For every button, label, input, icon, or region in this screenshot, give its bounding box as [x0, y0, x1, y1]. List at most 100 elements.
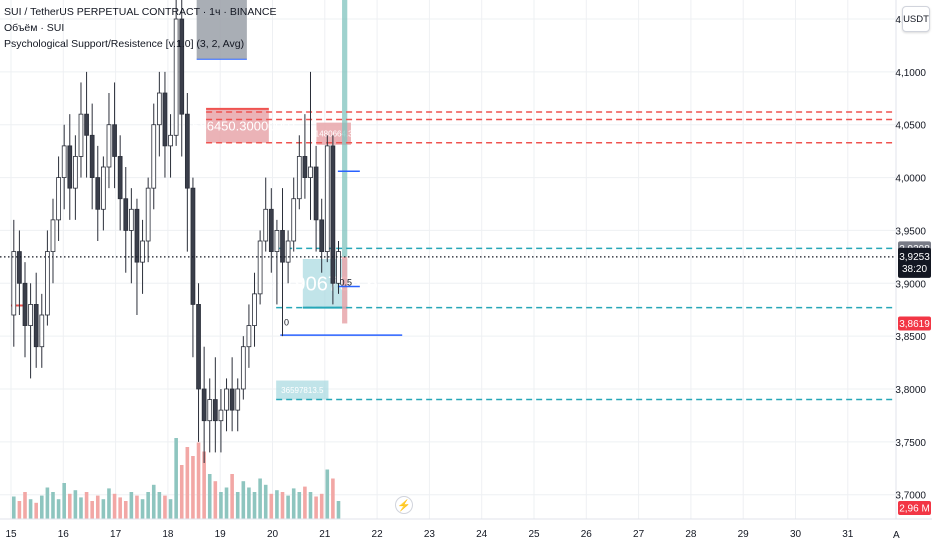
volume-bar	[123, 501, 128, 519]
volume-bar	[39, 495, 44, 519]
volume-bar	[269, 493, 274, 519]
candle-body[interactable]	[212, 399, 218, 422]
candle-body[interactable]	[33, 304, 39, 348]
candle-body[interactable]	[229, 388, 235, 411]
candle-body[interactable]	[218, 409, 224, 422]
candle-body[interactable]	[78, 113, 84, 157]
volume-bar	[101, 499, 106, 519]
candle-body[interactable]	[123, 198, 129, 231]
candle-body[interactable]	[336, 251, 341, 284]
time-tick-label: 17	[110, 529, 122, 540]
candle-body[interactable]	[162, 92, 168, 147]
candle-body[interactable]	[196, 304, 201, 390]
candle-body[interactable]	[330, 145, 336, 284]
candle-body[interactable]	[263, 208, 269, 242]
volume-bar	[275, 490, 279, 519]
candle-body[interactable]	[22, 282, 28, 326]
candle-body[interactable]	[50, 219, 56, 252]
volume-bar	[202, 451, 206, 519]
candle-body[interactable]	[151, 124, 157, 189]
volume-bar	[157, 492, 162, 519]
candle-body[interactable]	[240, 346, 246, 390]
candle-body[interactable]	[67, 145, 73, 189]
candle-body[interactable]	[274, 230, 280, 252]
volume-bar	[146, 492, 150, 519]
candle-body[interactable]	[268, 208, 274, 252]
time-axis[interactable]	[0, 519, 932, 550]
time-tick-label: 27	[633, 529, 645, 540]
candle-body[interactable]	[201, 388, 207, 422]
candle-body[interactable]	[117, 156, 123, 200]
candle-body[interactable]	[134, 208, 140, 263]
volume-bar	[207, 474, 212, 519]
candle-body[interactable]	[106, 124, 112, 168]
candle-body[interactable]	[285, 240, 291, 263]
candle-body[interactable]	[11, 251, 17, 316]
zone-teal-small[interactable]	[276, 380, 329, 400]
go-to-end-button[interactable]: А	[893, 530, 900, 541]
candle-body[interactable]	[224, 388, 229, 411]
candle-body[interactable]	[145, 187, 151, 242]
candle-body[interactable]	[190, 187, 196, 305]
price-tick-label: 3,7500	[895, 438, 926, 449]
time-tick-label: 28	[685, 529, 697, 540]
candle-body[interactable]	[112, 124, 117, 157]
candle-body[interactable]	[257, 240, 263, 295]
candle-body[interactable]	[95, 177, 101, 210]
candle-body[interactable]	[324, 145, 330, 252]
candle-body[interactable]	[313, 166, 319, 221]
candle-body[interactable]	[302, 156, 308, 178]
legend-indicator[interactable]: Psychological Support/Resistence [v.1.0]…	[4, 38, 245, 50]
candle-body[interactable]	[168, 134, 173, 147]
candle-body[interactable]	[308, 166, 313, 178]
candle-body[interactable]	[246, 325, 252, 348]
volume-bar	[79, 497, 83, 519]
candle-body[interactable]	[173, 18, 179, 136]
time-tick-label: 26	[581, 529, 593, 540]
candle-body[interactable]	[39, 314, 45, 348]
volume-bar	[67, 493, 72, 519]
volume-bar	[185, 447, 190, 519]
zone-red[interactable]	[206, 108, 269, 143]
candle-body[interactable]	[291, 198, 297, 242]
volume-bar	[263, 484, 268, 519]
candle-body[interactable]	[280, 230, 285, 263]
candle-body[interactable]	[73, 156, 78, 189]
candle-body[interactable]	[235, 388, 241, 411]
candle-body[interactable]	[207, 399, 213, 422]
candle-body[interactable]	[129, 208, 134, 231]
candle-body[interactable]	[17, 251, 22, 284]
candle-body[interactable]	[184, 113, 190, 189]
candle-body[interactable]	[61, 145, 67, 178]
candle-body[interactable]	[140, 240, 145, 263]
position-tool-target[interactable]	[342, 0, 348, 257]
candle-body[interactable]	[56, 177, 61, 221]
volume-bar	[224, 487, 229, 519]
candle-body[interactable]	[28, 304, 33, 326]
candle-body[interactable]	[45, 251, 50, 316]
legend-volume[interactable]: Объём · SUI	[4, 22, 65, 34]
volume-bar	[252, 492, 257, 519]
volume-bar	[230, 474, 234, 519]
candle-body[interactable]	[101, 166, 106, 210]
price-tick-label: 3,7000	[895, 491, 926, 502]
candle-body[interactable]	[84, 113, 89, 136]
candle-body[interactable]	[296, 156, 302, 200]
candle-body[interactable]	[89, 134, 95, 178]
flash-icon[interactable]: ⚡	[395, 496, 413, 514]
volume-bar	[90, 501, 94, 519]
candle-body[interactable]	[319, 219, 325, 252]
volume-bar	[45, 487, 50, 519]
currency-button[interactable]: USDT	[902, 6, 930, 32]
current-price-tag-bg	[898, 247, 931, 278]
zone-gray[interactable]	[196, 0, 247, 60]
candle-body[interactable]	[252, 293, 257, 326]
zone-label: 36597813.5	[281, 386, 324, 395]
time-tick-label: 19	[215, 529, 227, 540]
candle-body[interactable]	[179, 18, 185, 115]
legend-symbol[interactable]: SUI / TetherUS PERPETUAL CONTRACT · 1ч ·…	[4, 6, 277, 18]
candle-body[interactable]	[156, 92, 162, 126]
position-tool-stop[interactable]	[342, 256, 348, 324]
